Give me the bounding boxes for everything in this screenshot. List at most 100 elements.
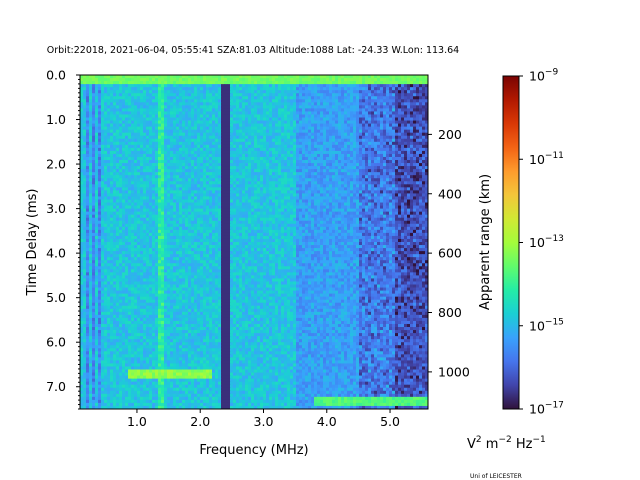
heatmap-cell: [119, 178, 123, 182]
heatmap-cell: [137, 81, 141, 85]
heatmap-cell: [368, 114, 372, 118]
heatmap-cell: [311, 196, 315, 200]
heatmap-cell: [164, 187, 168, 191]
heatmap-cell: [209, 150, 213, 155]
heatmap-cell: [371, 114, 375, 118]
heatmap-cell: [248, 150, 252, 155]
heatmap-cell: [83, 90, 87, 94]
heatmap-cell: [221, 150, 225, 155]
heatmap-cell: [239, 108, 243, 112]
heatmap-cell: [359, 178, 363, 182]
heatmap-cell: [326, 78, 330, 82]
heatmap-cell: [242, 166, 246, 170]
heatmap-cell: [107, 99, 111, 103]
heatmap-cell: [176, 199, 180, 203]
heatmap-cell: [263, 178, 267, 182]
heatmap-cell: [101, 117, 105, 121]
heatmap-cell: [185, 81, 189, 85]
heatmap-cell: [425, 75, 429, 79]
heatmap-cell: [236, 141, 240, 146]
heatmap-cell: [182, 96, 186, 100]
heatmap-cell: [242, 87, 246, 91]
heatmap-cell: [401, 166, 405, 170]
heatmap-cell: [377, 184, 381, 188]
heatmap-cell: [95, 75, 99, 79]
heatmap-cell: [218, 93, 222, 97]
heatmap-cell: [218, 99, 222, 103]
heatmap-cell: [257, 102, 261, 106]
heatmap-cell: [128, 202, 132, 206]
heatmap-cell: [344, 105, 348, 109]
heatmap-cell: [362, 153, 366, 158]
heatmap-cell: [281, 187, 285, 191]
heatmap-cell: [341, 150, 345, 155]
heatmap-cell: [362, 175, 366, 179]
heatmap-cell: [344, 102, 348, 106]
heatmap-cell: [314, 99, 318, 103]
heatmap-cell: [113, 135, 117, 140]
heatmap-cell: [182, 178, 186, 182]
heatmap-cell: [212, 172, 216, 176]
heatmap-cell: [128, 90, 132, 94]
heatmap-cell: [254, 202, 258, 206]
heatmap-cell: [224, 90, 228, 94]
heatmap-cell: [203, 172, 207, 176]
heatmap-cell: [113, 96, 117, 100]
heatmap-cell: [254, 175, 258, 179]
heatmap-cell: [197, 84, 201, 88]
heatmap-cell: [134, 93, 138, 97]
heatmap-cell: [245, 108, 249, 112]
heatmap-cell: [392, 190, 396, 194]
heatmap-cell: [392, 96, 396, 100]
heatmap-cell: [149, 202, 153, 206]
heatmap-cell: [122, 96, 126, 100]
heatmap-cell: [359, 160, 363, 164]
heatmap-cell: [335, 105, 339, 109]
heatmap-cell: [95, 163, 99, 167]
heatmap-cell: [146, 99, 150, 103]
heatmap-cell: [131, 120, 135, 124]
heatmap-cell: [230, 114, 234, 118]
heatmap-cell: [143, 93, 147, 97]
heatmap-cell: [161, 190, 165, 194]
heatmap-cell: [212, 160, 216, 164]
heatmap-cell: [425, 105, 429, 109]
heatmap-cell: [344, 187, 348, 191]
heatmap-cell: [317, 90, 321, 94]
heatmap-cell: [407, 102, 411, 106]
heatmap-cell: [239, 141, 243, 146]
heatmap-cell: [275, 166, 279, 170]
heatmap-cell: [302, 81, 306, 85]
heatmap-cell: [326, 90, 330, 94]
heatmap-cell: [377, 117, 381, 121]
heatmap-cell: [113, 84, 117, 88]
heatmap-cell: [305, 196, 309, 200]
heatmap-cell: [236, 160, 240, 164]
heatmap-cell: [194, 90, 198, 94]
heatmap-cell: [284, 193, 288, 197]
heatmap-cell: [98, 193, 102, 197]
heatmap-cell: [278, 178, 282, 182]
heatmap-cell: [266, 84, 270, 88]
heatmap-cell: [206, 96, 210, 100]
heatmap-cell: [290, 81, 294, 85]
heatmap-cell: [299, 84, 303, 88]
heatmap-cell: [377, 156, 381, 161]
heatmap-cell: [101, 78, 105, 82]
heatmap-cell: [227, 199, 231, 203]
heatmap-cell: [368, 153, 372, 158]
heatmap-cell: [308, 190, 312, 194]
heatmap-cell: [98, 129, 102, 134]
heatmap-cell: [155, 102, 159, 106]
heatmap-cell: [281, 129, 285, 134]
heatmap-cell: [263, 166, 267, 170]
heatmap-cell: [425, 144, 429, 149]
heatmap-cell: [248, 196, 252, 200]
heatmap-cell: [149, 184, 153, 188]
heatmap-cell: [281, 172, 285, 176]
heatmap-cell: [299, 175, 303, 179]
heatmap-cell: [395, 102, 399, 106]
heatmap-cell: [395, 199, 399, 203]
heatmap-cell: [200, 153, 204, 158]
heatmap-cell: [242, 147, 246, 152]
